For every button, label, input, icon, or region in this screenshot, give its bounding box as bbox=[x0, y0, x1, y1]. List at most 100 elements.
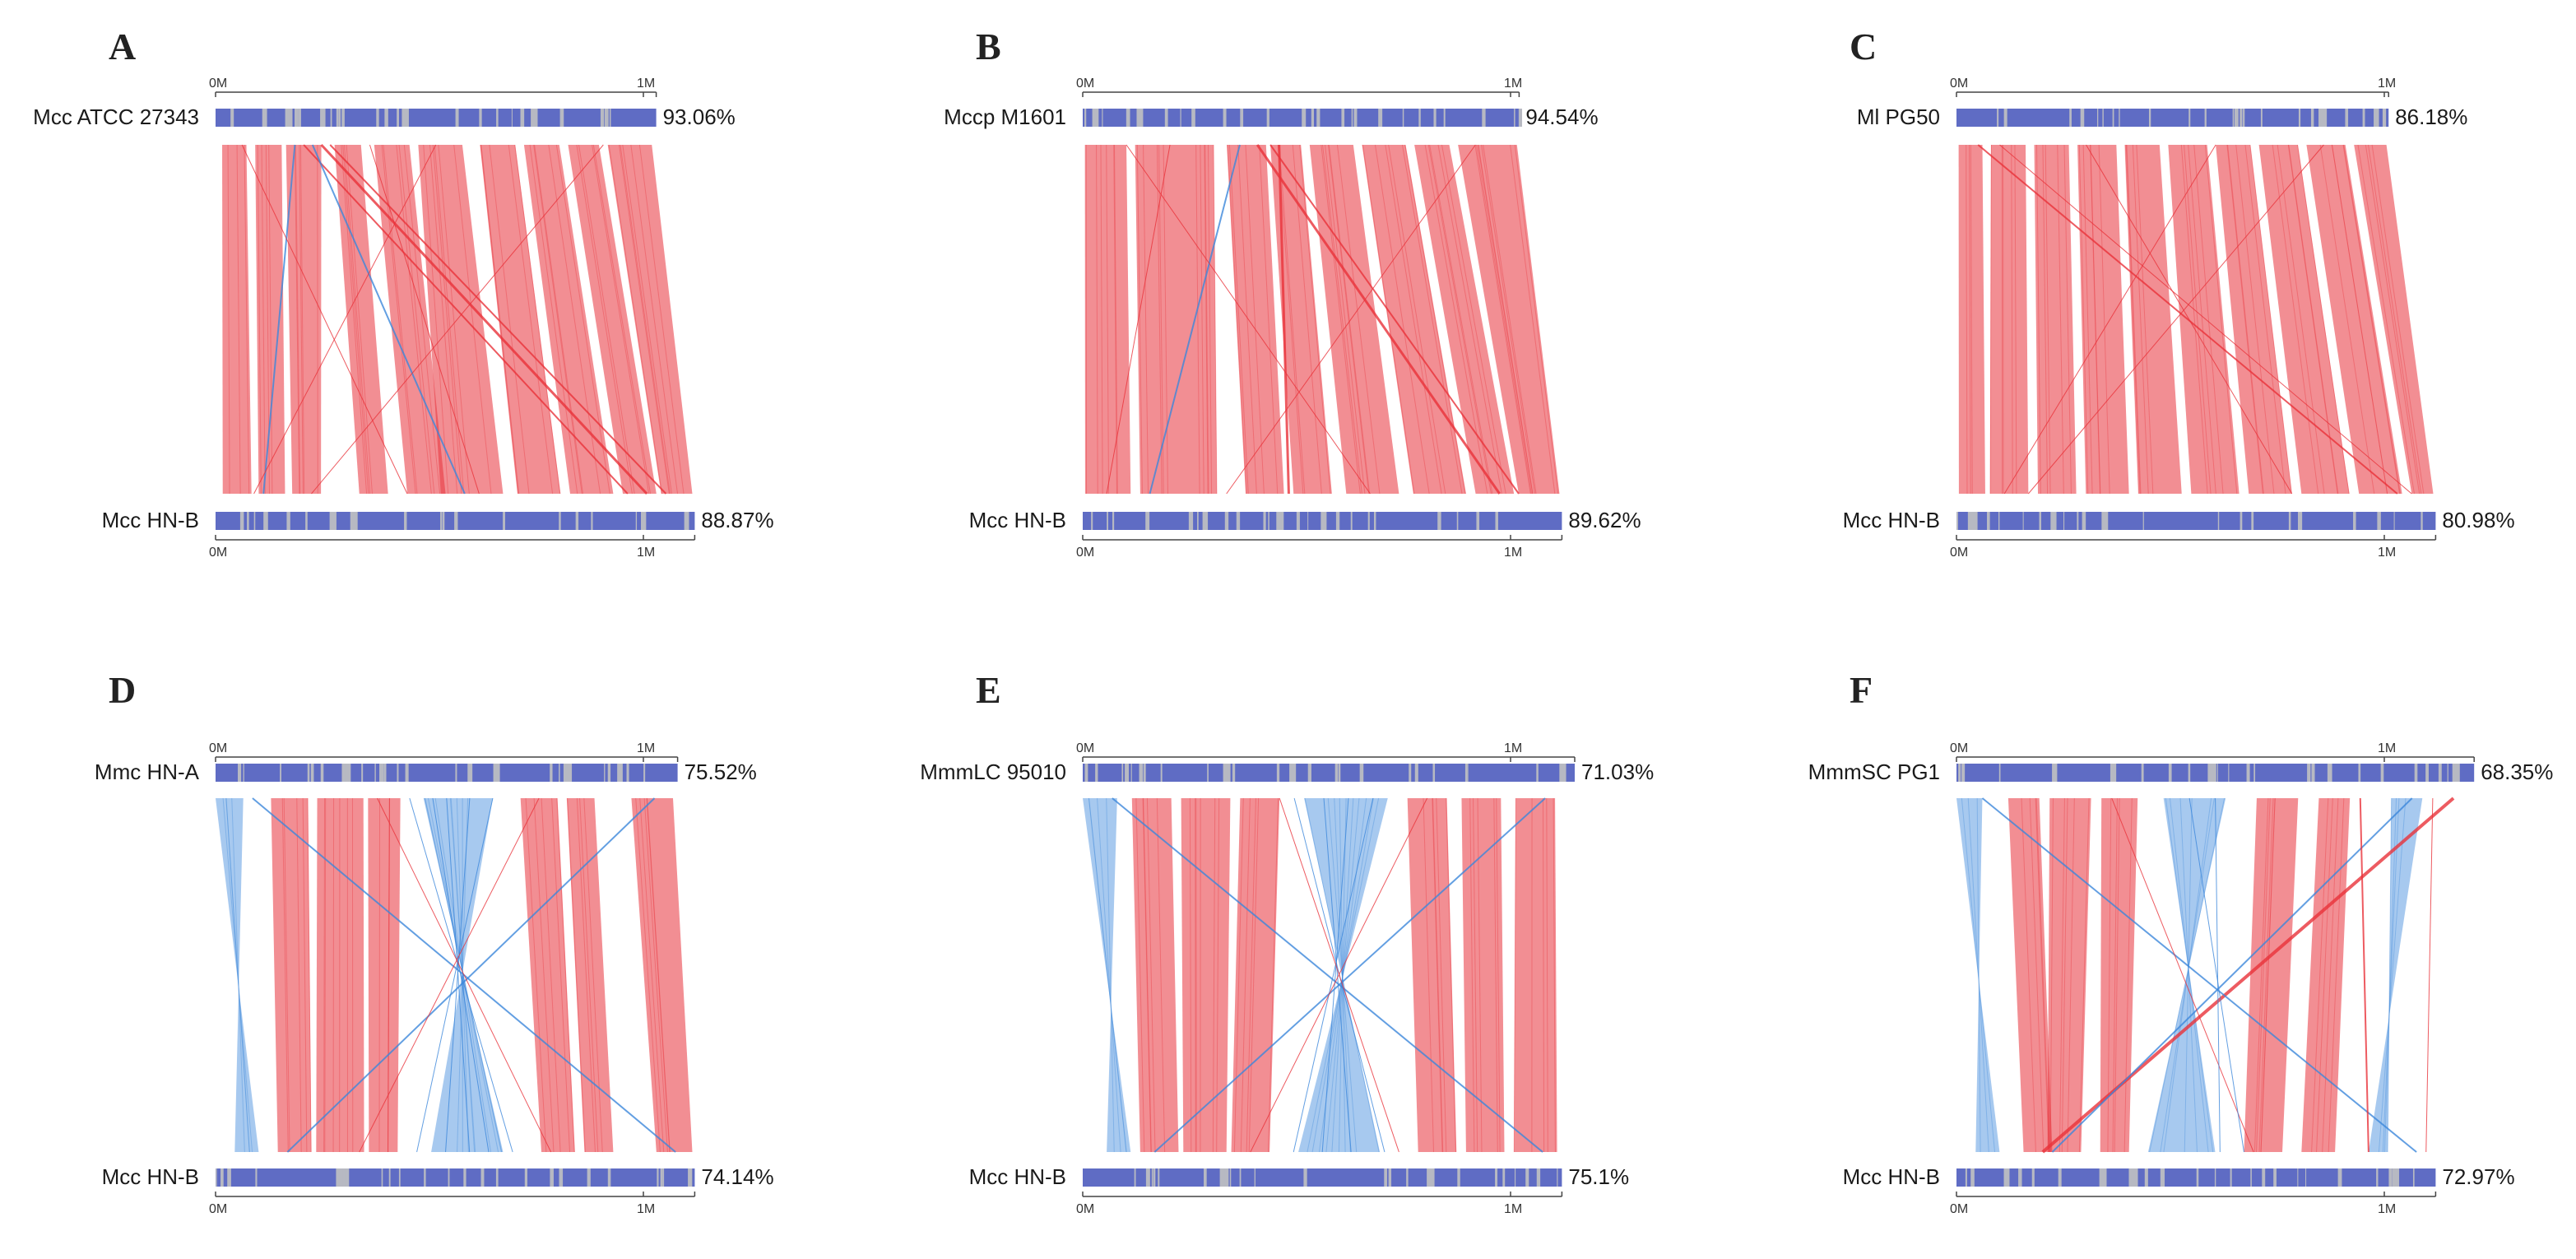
unaligned-segment bbox=[320, 764, 324, 782]
unaligned-segment bbox=[1263, 512, 1266, 530]
unaligned-segment bbox=[1467, 764, 1469, 782]
inverted-link bbox=[446, 797, 471, 1153]
synteny-ribbons bbox=[1083, 797, 1557, 1153]
unaligned-segment bbox=[559, 512, 561, 530]
unaligned-segment bbox=[2311, 764, 2315, 782]
collinear-block bbox=[316, 798, 364, 1152]
collinear-link bbox=[1977, 144, 2398, 495]
block-texture-line bbox=[299, 144, 304, 495]
collinear-link bbox=[2111, 797, 2254, 1153]
collinear-link bbox=[2003, 144, 2216, 495]
inverted-link bbox=[311, 144, 466, 495]
block-texture-line bbox=[295, 144, 301, 495]
unaligned-segment bbox=[2003, 1168, 2010, 1187]
block-texture-line bbox=[2078, 144, 2089, 495]
panel-a: A 0M 1M Mcc ATCC 27343 93.06% 0M 1M Mcc HN-B 88.… bbox=[33, 26, 773, 560]
unaligned-segment bbox=[635, 512, 638, 530]
block-texture-line bbox=[2126, 144, 2142, 495]
block-texture-line bbox=[1088, 797, 1127, 1153]
unaligned-segment bbox=[1987, 512, 1990, 530]
panel-letter: C bbox=[1850, 26, 1877, 67]
collinear-link bbox=[369, 144, 480, 495]
block-texture-line bbox=[1279, 144, 1306, 495]
unaligned-segment bbox=[1316, 109, 1320, 127]
unaligned-segment bbox=[2217, 512, 2220, 530]
unaligned-segment bbox=[493, 764, 500, 782]
unaligned-segment bbox=[2438, 764, 2442, 782]
inverted-link bbox=[1149, 144, 1241, 495]
block-texture-line bbox=[1189, 797, 1192, 1153]
bottom-genome-name: Mcc HN-B bbox=[102, 1164, 199, 1189]
block-texture-line bbox=[344, 144, 371, 495]
block-texture-line bbox=[1328, 144, 1371, 495]
unaligned-segment bbox=[2128, 1168, 2137, 1187]
unaligned-segment bbox=[520, 109, 525, 127]
block-texture-line bbox=[2165, 797, 2214, 1153]
block-texture-line bbox=[2193, 144, 2224, 495]
unaligned-segment bbox=[1307, 764, 1311, 782]
block-texture-line bbox=[2342, 144, 2401, 495]
unaligned-segment bbox=[2110, 764, 2114, 782]
unaligned-segment bbox=[660, 1168, 663, 1187]
top-genome-name: Mmc HN-A bbox=[95, 760, 200, 784]
block-texture-line bbox=[2090, 144, 2100, 495]
unaligned-segment bbox=[2393, 512, 2395, 530]
unaligned-segment bbox=[401, 109, 409, 127]
collinear-link bbox=[311, 144, 604, 495]
block-texture-line bbox=[2258, 797, 2274, 1153]
collinear-block bbox=[334, 145, 388, 494]
collinear-block bbox=[1270, 145, 1332, 494]
unaligned-segment bbox=[350, 512, 358, 530]
unaligned-segment bbox=[454, 512, 457, 530]
tick-label-1m: 1M bbox=[637, 77, 655, 91]
unaligned-segment bbox=[2239, 109, 2243, 127]
unaligned-segment bbox=[2232, 109, 2235, 127]
unaligned-segment bbox=[607, 1168, 611, 1187]
unaligned-segment bbox=[643, 764, 646, 782]
panel-e: E 0M 1M MmmLC 95010 71.03% 0M 1M Mcc HN-B 75.1% bbox=[920, 669, 1654, 1216]
unaligned-segment bbox=[2077, 512, 2079, 530]
block-texture-line bbox=[2244, 144, 2286, 495]
unaligned-segment bbox=[2327, 764, 2332, 782]
unaligned-segment bbox=[305, 512, 308, 530]
unaligned-segment bbox=[688, 1168, 693, 1187]
block-texture-line bbox=[2029, 797, 2045, 1153]
synteny-ribbons bbox=[1958, 144, 2434, 495]
unaligned-segment bbox=[641, 512, 647, 530]
block-texture-line bbox=[643, 797, 668, 1153]
bottom-alignment-percent: 88.87% bbox=[701, 508, 773, 532]
unaligned-segment bbox=[2031, 1168, 2035, 1187]
block-texture-line bbox=[2226, 144, 2263, 495]
unaligned-segment bbox=[2022, 512, 2024, 530]
unaligned-segment bbox=[298, 109, 301, 127]
bottom-genome-track: 0M 1M Mcc HN-B 89.62% bbox=[969, 508, 1641, 560]
unaligned-segment bbox=[2421, 512, 2423, 530]
unaligned-segment bbox=[1236, 512, 1241, 530]
unaligned-segment bbox=[227, 1168, 231, 1187]
unaligned-segment bbox=[1139, 764, 1144, 782]
unaligned-segment bbox=[1191, 109, 1195, 127]
collinear-link bbox=[1106, 144, 1171, 495]
unaligned-segment bbox=[2110, 764, 2117, 782]
unaligned-segment bbox=[2453, 764, 2460, 782]
collinear-block bbox=[222, 145, 252, 494]
unaligned-segment bbox=[346, 764, 350, 782]
collinear-block bbox=[2244, 798, 2299, 1152]
block-texture-line bbox=[508, 144, 554, 495]
unaligned-segment bbox=[1240, 109, 1244, 127]
top-alignment-percent: 71.03% bbox=[1581, 760, 1654, 784]
block-texture-line bbox=[583, 797, 603, 1153]
block-texture-line bbox=[1233, 797, 1244, 1153]
block-texture-line bbox=[332, 797, 335, 1153]
unaligned-segment bbox=[1266, 109, 1269, 127]
block-texture-line bbox=[1441, 144, 1506, 495]
unaligned-segment bbox=[2142, 512, 2144, 530]
block-texture-line bbox=[1204, 144, 1209, 495]
panel-letter: A bbox=[109, 26, 136, 67]
unaligned-segment bbox=[216, 1168, 217, 1187]
collinear-block bbox=[271, 798, 312, 1152]
block-texture-line bbox=[2277, 144, 2325, 495]
unaligned-segment bbox=[2168, 764, 2172, 782]
inverted-link bbox=[1981, 797, 2417, 1153]
